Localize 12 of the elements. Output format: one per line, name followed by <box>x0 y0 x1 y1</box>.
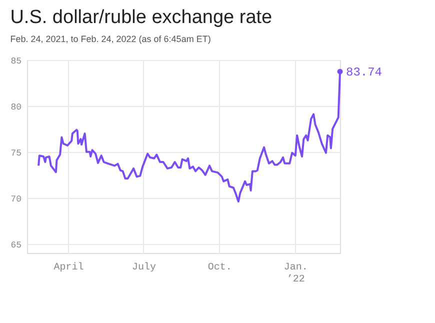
y-tick-label: 80 <box>10 102 22 112</box>
y-tick-label: 85 <box>10 56 22 66</box>
x-tick-label: Jan. ’22 <box>284 262 308 286</box>
chart-title: U.S. dollar/ruble exchange rate <box>10 7 272 28</box>
y-tick-label: 65 <box>10 240 22 250</box>
x-tick-label: April <box>54 262 84 274</box>
x-tick-label: July <box>132 262 156 274</box>
chart-subtitle: Feb. 24, 2021, to Feb. 24, 2022 (as of 6:45am ET) <box>10 34 211 44</box>
y-tick-label: 70 <box>10 194 22 204</box>
annotation: 83.74 <box>346 66 382 80</box>
y-tick-label: 75 <box>10 148 22 158</box>
x-tick-label: Oct. <box>208 262 232 274</box>
